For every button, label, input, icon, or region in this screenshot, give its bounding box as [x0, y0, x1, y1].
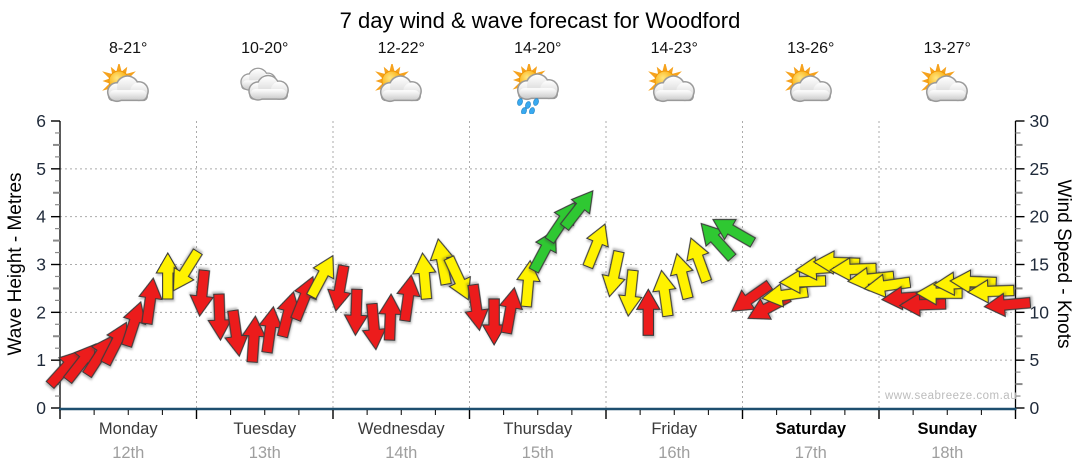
wind-arrow [305, 254, 335, 300]
cloud-icon [789, 75, 832, 103]
wind-arrow [172, 248, 203, 292]
left-tick-label: 3 [36, 255, 46, 275]
left-tick-label: 6 [36, 111, 46, 131]
day-column: 12-22° [373, 40, 429, 118]
cloud-icon [653, 75, 696, 103]
raindrops-icon [516, 98, 539, 115]
wind-arrow [686, 237, 713, 284]
x-axis-day-label: Tuesday [233, 420, 297, 438]
wind-arrow [498, 286, 524, 335]
wind-arrow [464, 283, 489, 332]
partly-cloudy-icon [373, 61, 429, 118]
day-temp: 14-23° [650, 40, 698, 57]
wind-arrow [712, 218, 757, 248]
cloud-icon [926, 75, 969, 103]
day-temp: 12-22° [377, 40, 425, 57]
wind-arrow [601, 249, 626, 298]
cloud-icon [516, 73, 559, 101]
left-tick-label: 4 [36, 207, 46, 227]
day-temp: 8-21° [109, 40, 148, 57]
right-tick-label: 15 [1030, 255, 1049, 275]
x-axis-date-label: 18th [931, 444, 964, 462]
wind-arrow [617, 269, 643, 318]
wind-arrow [582, 223, 609, 270]
wind-arrow [863, 273, 912, 299]
right-tick-label: 20 [1030, 207, 1050, 227]
day-column: 13-27° [919, 40, 975, 118]
x-axis-date-label: 14th [385, 444, 418, 462]
right-tick-label: 10 [1030, 302, 1050, 322]
day-column: 10-20° [237, 40, 293, 118]
x-axis-date-label: 16th [658, 444, 691, 462]
right-axis-title: Wind Speed - Knots [1053, 179, 1074, 349]
wind-arrow [635, 288, 661, 336]
x-axis-day-label: Saturday [775, 420, 847, 438]
day-temp: 10-20° [241, 40, 289, 57]
x-axis-date-label: 15th [521, 444, 554, 462]
left-tick-label: 5 [36, 159, 46, 179]
cloudy-icon [237, 64, 293, 118]
cloud-icon [107, 75, 150, 103]
watermark: www.seabreeze.com.au [885, 390, 1018, 402]
left-axis-title: Wave Height - Metres [5, 172, 26, 356]
left-tick-label: 0 [36, 398, 46, 418]
day-column: 13-26° [783, 40, 839, 118]
day-column: 14-20° [510, 40, 566, 118]
day-temp: 13-26° [787, 40, 835, 57]
showers-icon [510, 61, 566, 118]
x-axis-day-label: Thursday [503, 420, 573, 438]
x-axis-day-label: Friday [651, 420, 698, 438]
wind-arrow [983, 292, 1032, 318]
day-temp: 14-20° [514, 40, 562, 57]
x-axis-date-label: 12th [112, 444, 145, 462]
page-title: 7 day wind & wave forecast for Woodford [339, 8, 741, 33]
left-tick-label: 2 [36, 302, 46, 322]
cloud-icon [247, 74, 289, 101]
left-tick-label: 1 [36, 350, 46, 370]
wind-arrow [516, 259, 541, 308]
right-tick-label: 5 [1030, 350, 1040, 370]
cloud-icon [380, 75, 423, 103]
x-axis-day-label: Wednesday [357, 420, 445, 438]
wind-arrow [443, 255, 471, 301]
x-axis-date-label: 17th [794, 444, 827, 462]
x-axis-day-label: Sunday [917, 420, 978, 438]
right-tick-label: 30 [1030, 111, 1050, 131]
partly-cloudy-icon [646, 61, 702, 118]
wind-arrow [138, 277, 163, 326]
day-column: 8-21° [100, 40, 156, 118]
wind-arrow [343, 288, 369, 337]
partly-cloudy-icon [919, 61, 975, 118]
partly-cloudy-icon [783, 61, 839, 118]
partly-cloudy-icon [100, 61, 156, 118]
wind-arrow [411, 251, 437, 300]
wind-arrow [652, 269, 677, 318]
right-tick-label: 25 [1030, 159, 1049, 179]
wind-arrow [396, 274, 421, 323]
wind-arrow [189, 269, 215, 318]
wind-arrow [966, 278, 1015, 304]
wind-arrow [327, 264, 352, 313]
wind-arrow [120, 300, 147, 348]
x-axis-day-label: Monday [98, 420, 158, 438]
day-temp: 13-27° [923, 40, 971, 57]
wind-arrow [559, 190, 594, 232]
x-axis-date-label: 13th [248, 444, 281, 462]
right-tick-label: 0 [1030, 398, 1040, 418]
day-column: 14-23° [646, 40, 702, 118]
wind-arrow [669, 252, 694, 301]
